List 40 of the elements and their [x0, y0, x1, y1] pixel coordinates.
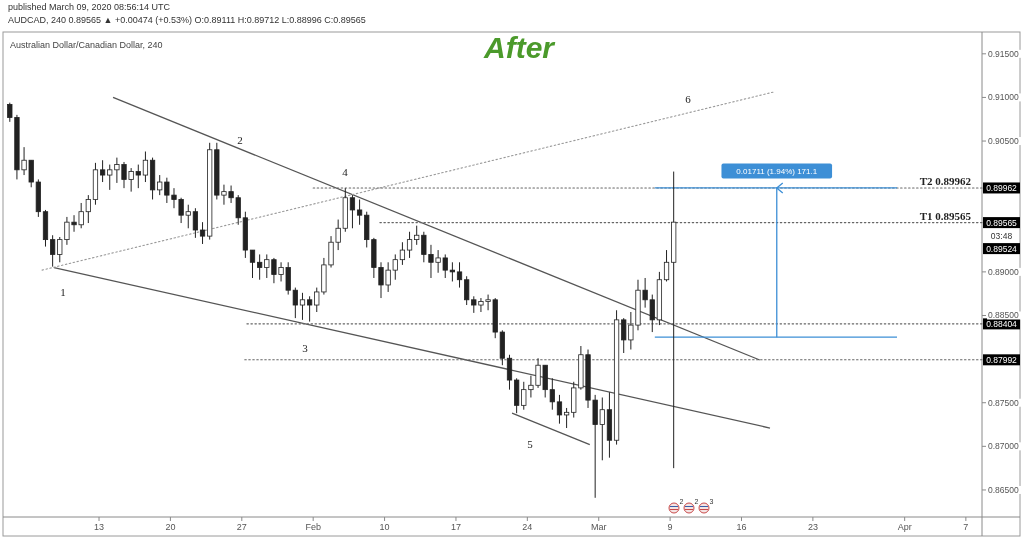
data-label: 0.89565	[986, 217, 1018, 228]
annotation: 1	[60, 286, 66, 298]
y-tick-label: 0.88500	[988, 310, 1019, 321]
annotation: 0.89524	[986, 243, 1018, 254]
y-tick-label: 0.90500	[988, 136, 1019, 147]
annotation: 03:48	[990, 230, 1013, 241]
data-label: 0.87992	[986, 354, 1018, 365]
x-tick-label: 10	[379, 522, 390, 532]
text: published March 09, 2020 08:56:14 UTC	[8, 2, 171, 12]
x-tick-label: Apr	[897, 522, 912, 532]
annotation: 4	[342, 166, 349, 178]
data-label: 0.88404	[986, 318, 1018, 329]
x-tick-label: 24	[522, 522, 533, 532]
x-tick-label: 23	[807, 522, 818, 532]
x-tick-label: 17	[450, 522, 461, 532]
y-tick-label: 0.87500	[988, 397, 1019, 408]
annotation: 5	[527, 438, 534, 450]
x-tick-label: Feb	[305, 522, 321, 532]
annotation: 3	[302, 342, 309, 354]
chart-title: After	[482, 31, 557, 64]
y-tick-label: 0.89000	[988, 266, 1019, 277]
text: AUDCAD, 240 0.89565 ▲ +0.00474 (+0.53%) O:0.89111 H:0.89712 L:0.88996 C:0.89565	[8, 15, 366, 25]
x-tick-label: 7	[963, 522, 969, 532]
annotation: 0.01711 (1.94%) 171.1	[736, 166, 818, 176]
y-tick-label: 0.86500	[988, 484, 1019, 495]
annotation: 6	[685, 93, 692, 105]
data-label: 0.89962	[986, 182, 1018, 193]
x-tick-label: 20	[165, 522, 176, 532]
x-tick-label: 27	[236, 522, 247, 532]
y-tick-label: 0.87000	[988, 441, 1019, 452]
x-tick-label: 9	[667, 522, 673, 532]
text: Australian Dollar/Canadian Dollar, 240	[10, 40, 163, 50]
y-tick-label: 0.91000	[988, 92, 1019, 103]
annotation: T2 0.89962	[919, 174, 972, 187]
annotation: T1 0.89565	[919, 209, 972, 222]
x-tick-label: Mar	[590, 522, 607, 532]
y-tick-label: 0.91500	[988, 48, 1019, 59]
annotation: 2	[237, 134, 243, 146]
x-tick-label: 13	[94, 522, 105, 532]
x-tick-label: 16	[736, 522, 747, 532]
